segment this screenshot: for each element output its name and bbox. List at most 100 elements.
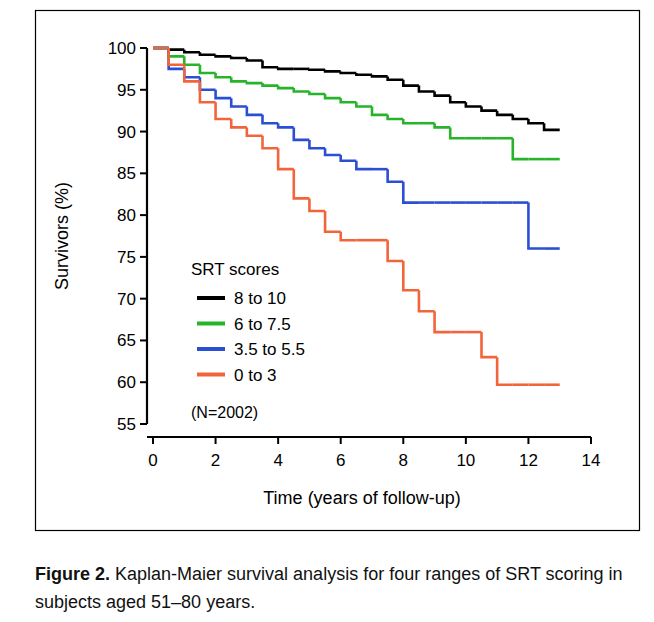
step-segment [200,77,216,90]
step-segment [482,201,498,204]
x-tick-label: 14 [582,451,601,470]
y-tick-label: 85 [117,164,136,183]
step-segment [419,122,435,125]
step-segment [341,155,357,161]
step-segment [558,129,561,132]
step-segment [497,201,513,204]
step-segment [153,47,169,50]
y-tick-label: 70 [117,290,136,309]
x-tick-label: 10 [456,451,475,470]
step-segment [153,47,169,50]
step-segment [184,56,200,64]
step-segment [435,201,451,204]
legend-swatch [197,373,225,377]
legend-swatch [197,322,225,326]
x-axis [147,436,591,438]
x-tick-label: 4 [273,451,282,470]
step-segment [231,77,247,81]
x-tick [465,437,467,444]
step-segment [544,158,560,161]
y-tick-label: 100 [108,39,136,58]
caption: Figure 2. Kaplan-Maier survival analysis… [35,560,635,616]
step-segment [388,169,404,182]
y-tick-label: 75 [117,248,136,267]
y-tick-label: 55 [117,415,136,434]
step-segment [278,86,294,89]
step-segment [372,168,388,171]
step-segment [450,331,466,334]
step-segment [513,115,529,119]
legend-swatch [197,347,225,351]
y-tick [140,172,147,174]
step-segment [278,67,294,69]
step-segment [263,61,279,68]
step-segment [482,332,498,357]
step-segment [216,102,232,119]
step-segment [513,138,529,159]
step-segment [247,127,263,135]
x-tick-label: 8 [399,451,408,470]
step-segment [309,68,325,71]
step-segment [325,94,341,98]
series [153,48,560,130]
y-tick-label: 95 [117,81,136,100]
step-segment [435,311,451,332]
step-segment [403,80,419,86]
step-segment [528,203,544,249]
step-segment [482,106,498,110]
step-segment [403,261,419,290]
y-tick [140,214,147,216]
step-segment [466,331,482,334]
legend: SRT scores8 to 106 to 7.53.5 to 5.50 to … [191,260,305,421]
legend-label: 3.5 to 5.5 [234,340,305,359]
step-segment [294,169,310,198]
step-segment [528,383,544,386]
step-segment [247,106,263,114]
step-segment [309,140,325,148]
step-segment [435,91,451,95]
y-tick-label: 90 [117,123,136,142]
x-tick [340,437,342,444]
step-segment [231,98,247,106]
step-segment [372,239,388,242]
step-segment [528,119,544,123]
step-segment [388,115,404,119]
x-tick [215,437,217,444]
step-segment [513,201,529,204]
step-segment [450,96,466,103]
step-segment [169,48,185,69]
legend-label: 6 to 7.5 [234,315,291,334]
step-segment [558,158,561,161]
step-segment [325,211,341,232]
step-segment [153,47,169,50]
y-tick [140,298,147,300]
step-segment [544,247,560,250]
step-segment [466,137,482,140]
step-segment [309,198,325,211]
series [153,48,560,385]
step-segment [200,52,216,55]
x-tick-label: 2 [211,451,220,470]
step-segment [497,111,513,115]
step-segment [558,247,561,250]
step-segment [184,65,200,82]
x-tick-label: 12 [519,451,538,470]
step-segment [278,123,294,127]
y-tick-label: 80 [117,206,136,225]
step-segment [216,73,232,77]
caption-label: Figure 2. [35,564,110,584]
step-segment [356,239,372,242]
step-segment [435,123,451,127]
chart-svg: 55606570758085909510002468101214Time (ye… [0,0,654,622]
step-segment [341,232,357,240]
step-segment [325,148,341,155]
step-segment [497,137,513,140]
step-segment [544,383,560,386]
step-segment [341,98,357,102]
step-segment [263,115,279,123]
step-segment [482,137,498,140]
step-segment [153,47,169,50]
step-segment [278,148,294,169]
y-tick [140,381,147,383]
step-segment [419,201,435,204]
